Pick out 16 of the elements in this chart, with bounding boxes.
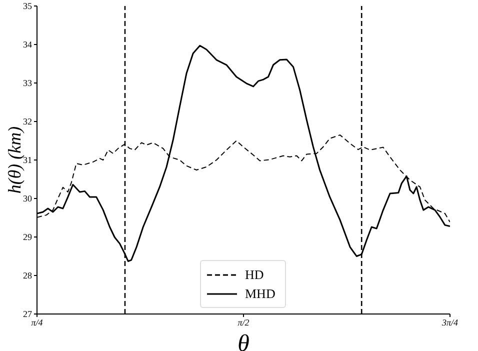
legend-label: HD: [245, 266, 264, 282]
x-tick-label: π/2: [238, 317, 250, 328]
y-tick-label: 32: [23, 116, 32, 127]
y-tick-label: 28: [23, 270, 32, 281]
x-tick-label: π/4: [31, 317, 44, 328]
x-tick-label: 3π/4: [440, 317, 458, 328]
y-tick-label: 27: [23, 309, 32, 320]
x-axis-title: θ: [238, 331, 250, 351]
y-tick-label: 31: [23, 155, 32, 166]
y-tick-label: 34: [23, 40, 32, 50]
y-axis-title: h(θ) (km): [4, 126, 24, 194]
y-tick-label: 30: [23, 194, 32, 204]
y-tick-label: 29: [23, 232, 32, 242]
y-tick-label: 35: [23, 1, 32, 12]
legend-label: MHD: [245, 286, 276, 302]
y-tick-label: 33: [23, 78, 32, 88]
